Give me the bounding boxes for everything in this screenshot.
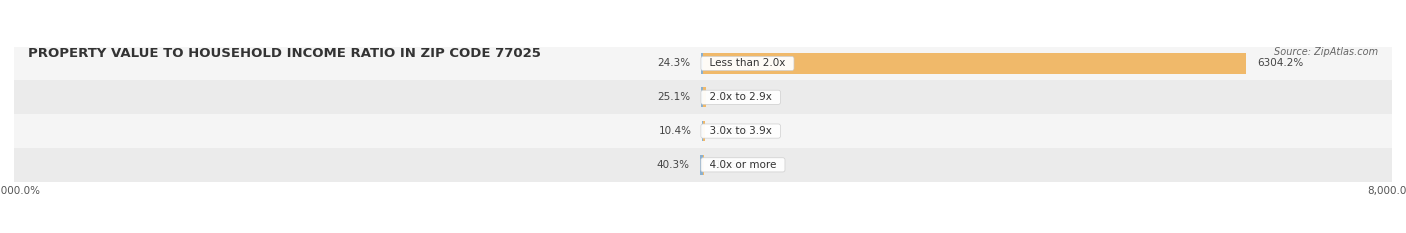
Bar [14,47,1392,80]
Bar [703,121,706,141]
Text: 25.1%: 25.1% [658,92,690,102]
Text: 3.0x to 3.9x: 3.0x to 3.9x [703,126,779,136]
Text: PROPERTY VALUE TO HOUSEHOLD INCOME RATIO IN ZIP CODE 77025: PROPERTY VALUE TO HOUSEHOLD INCOME RATIO… [28,47,541,60]
Bar [14,148,1392,182]
Bar [700,155,703,175]
Text: 25.0%: 25.0% [716,126,748,136]
Text: 10.4%: 10.4% [659,126,692,136]
Text: 6304.2%: 6304.2% [1257,58,1303,69]
Text: Less than 2.0x: Less than 2.0x [703,58,792,69]
Text: 40.3%: 40.3% [657,160,689,170]
Bar [703,87,706,107]
Text: Source: ZipAtlas.com: Source: ZipAtlas.com [1274,47,1378,57]
Bar [14,114,1392,148]
Bar [700,87,703,107]
Text: 4.0x or more: 4.0x or more [703,160,783,170]
Text: 30.6%: 30.6% [716,92,749,102]
Bar [702,53,703,74]
Bar [703,53,1246,74]
Text: 14.6%: 14.6% [714,160,748,170]
Text: 2.0x to 2.9x: 2.0x to 2.9x [703,92,779,102]
Text: 24.3%: 24.3% [658,58,690,69]
Bar [14,80,1392,114]
